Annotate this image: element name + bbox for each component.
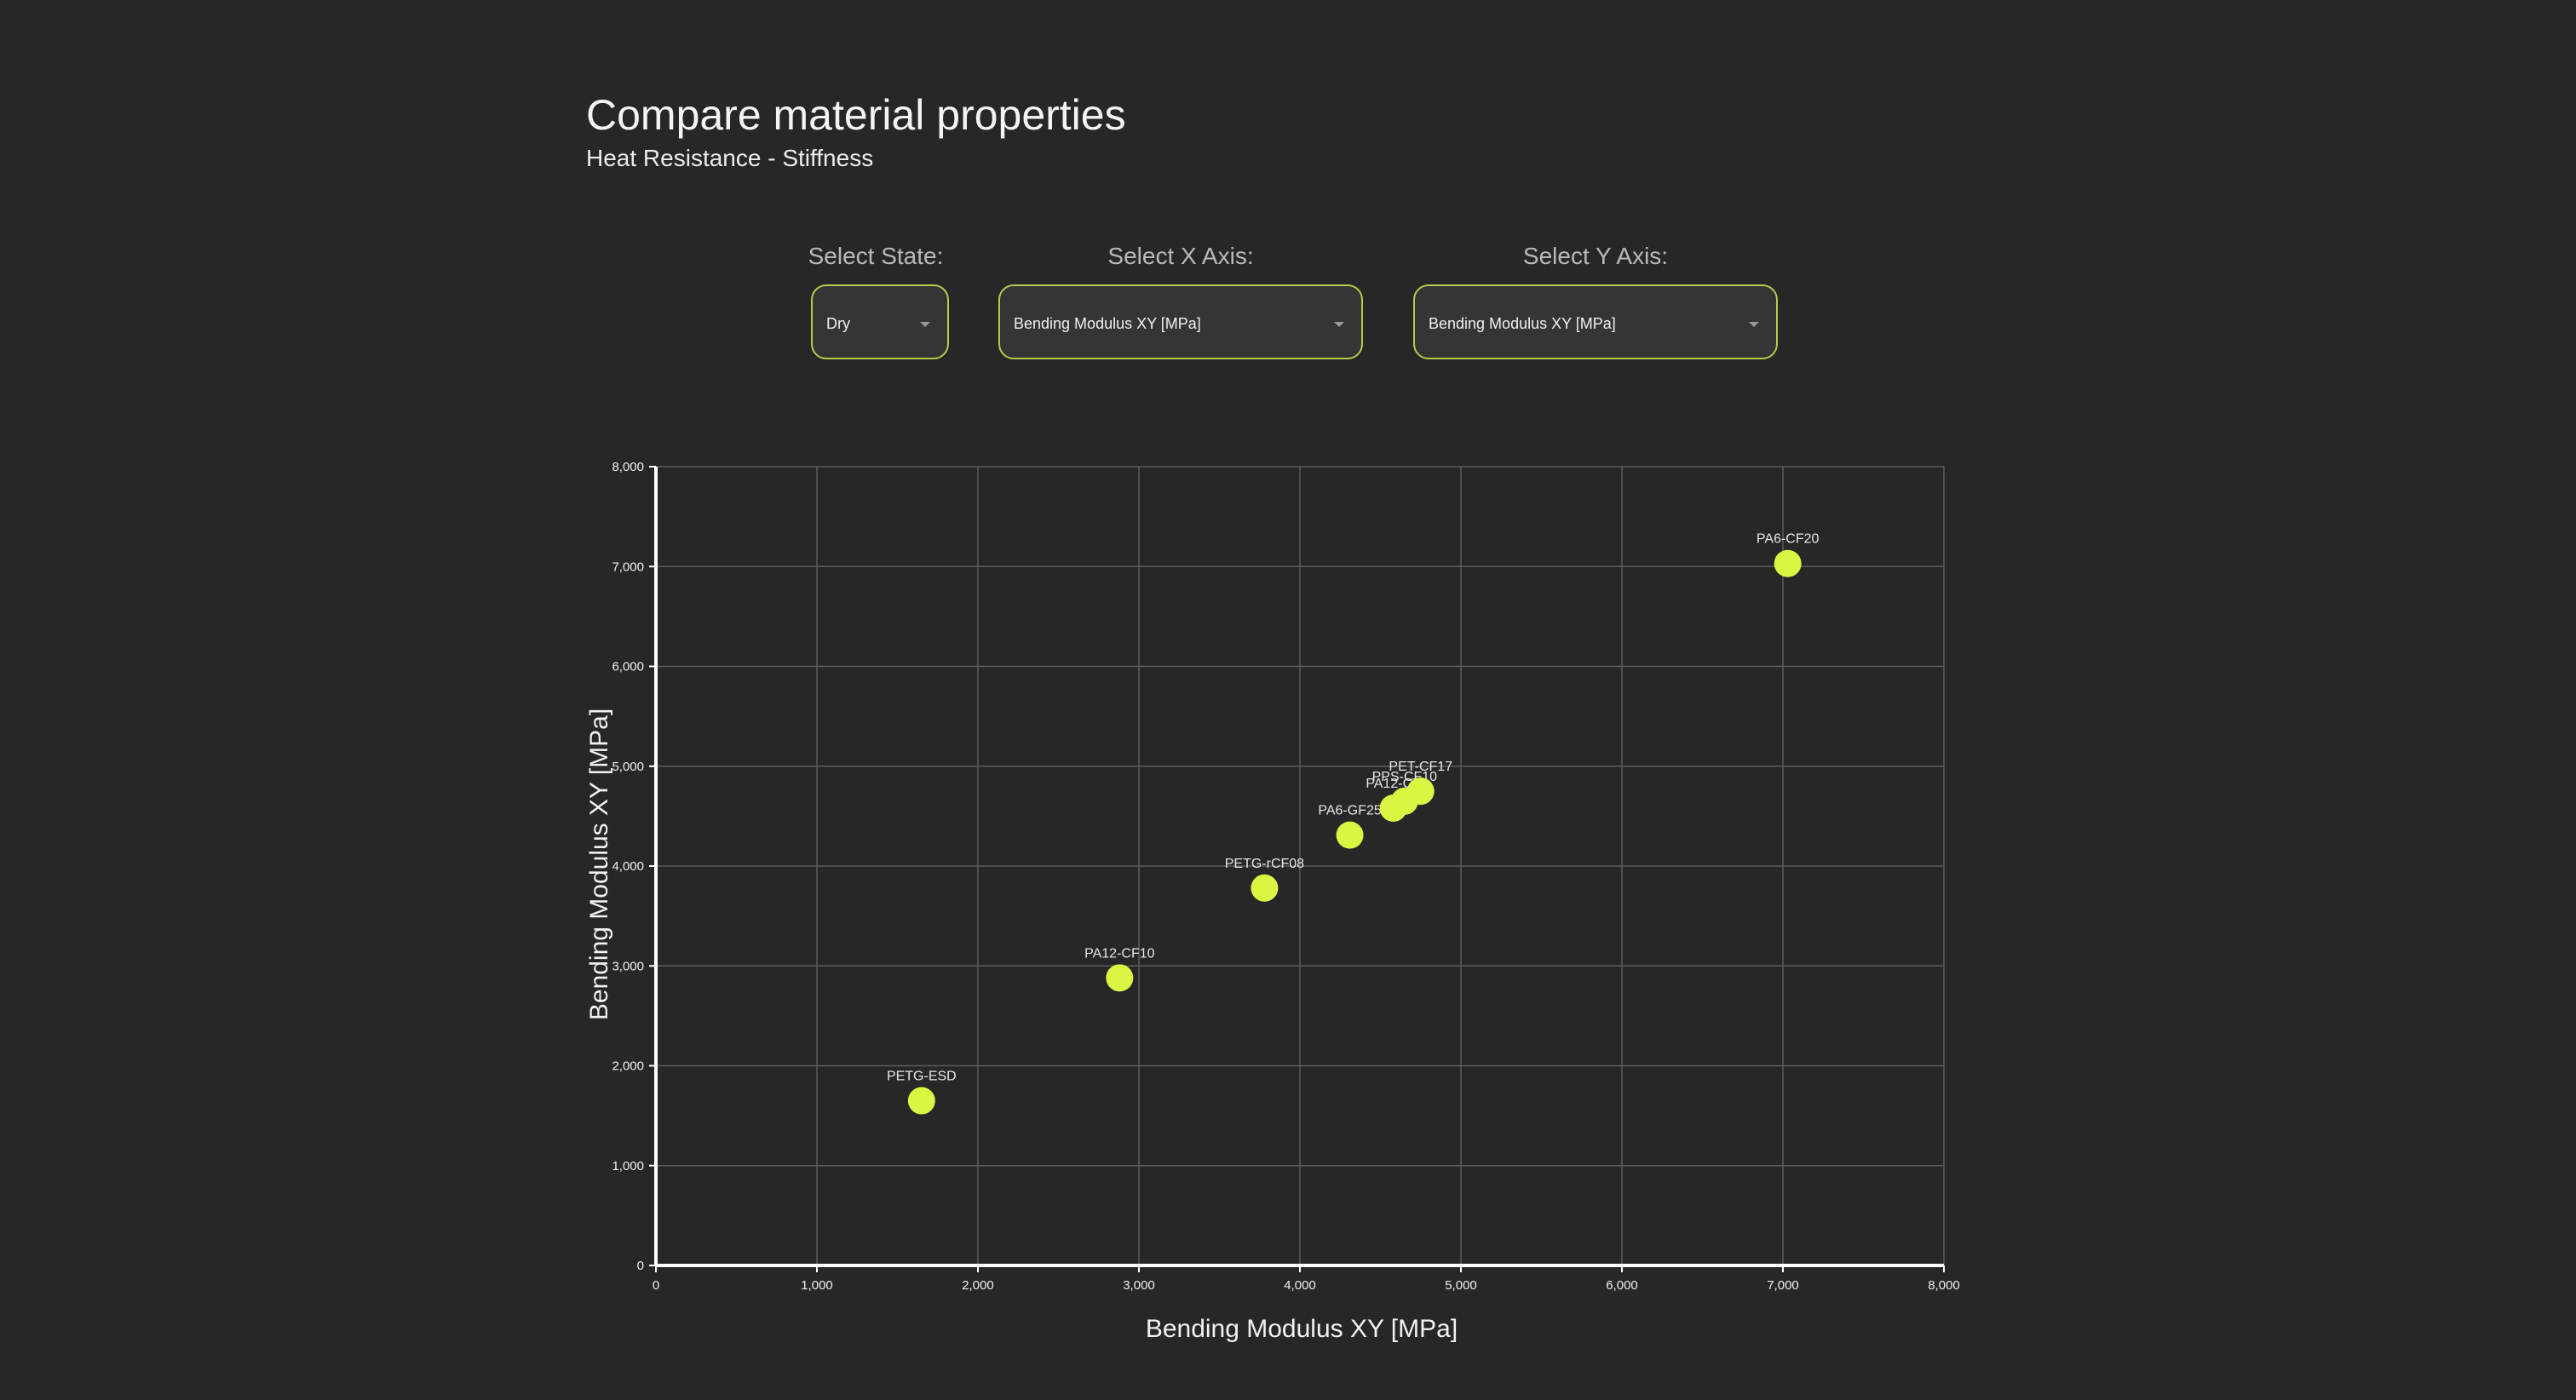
axes: 0 1,000 2,000 3,000 4,000 5,000 6,000 7,000 8,00… [612, 460, 1959, 1293]
y-tick-label: 4,000 [612, 859, 644, 874]
scatter-point-group[interactable]: PETG-ESD [887, 1070, 957, 1115]
scatter-point[interactable] [1251, 874, 1279, 902]
point-label: PETG-rCF08 [1225, 857, 1304, 871]
state-select[interactable]: Dry [811, 284, 949, 359]
chevron-down-icon [1749, 322, 1759, 327]
scatter-point[interactable] [1406, 777, 1435, 806]
scatter-point[interactable] [907, 1087, 935, 1115]
scatter-point-group[interactable]: PA6-GF25 [1318, 804, 1382, 849]
x-axis-label: Select X Axis: [1107, 243, 1254, 269]
y-axis-title: Bending Modulus XY [MPa] [585, 709, 613, 1020]
grid [655, 466, 1945, 1266]
x-tick-label: 5,000 [1445, 1278, 1477, 1293]
chevron-down-icon [920, 322, 930, 327]
x-tick-label: 8,000 [1928, 1278, 1960, 1293]
y-axis-select-value: Bending Modulus XY [MPa] [1429, 315, 1616, 332]
y-axis-control: Select Y Axis: Bending Modulus XY [MPa] [1413, 240, 1778, 359]
point-label: PA6-CF20 [1757, 532, 1820, 547]
x-tick-label: 6,000 [1606, 1278, 1638, 1293]
y-axis-label: Select Y Axis: [1522, 243, 1669, 269]
x-tick-label: 4,000 [1284, 1278, 1316, 1293]
x-tick-label: 3,000 [1123, 1278, 1155, 1293]
point-label: PETG-ESD [887, 1070, 957, 1084]
point-label: PA6-GF25 [1318, 804, 1382, 818]
x-tick-label: 2,000 [962, 1278, 994, 1293]
chevron-down-icon [1334, 322, 1344, 327]
scatter-point-group[interactable]: PA12-CF10 [1084, 946, 1155, 992]
scatter-point-group[interactable]: PA6-CF20 [1757, 532, 1820, 577]
scatter-point[interactable] [1106, 964, 1134, 992]
state-control: Select State: Dry [804, 240, 949, 359]
scatter-point[interactable] [1336, 821, 1364, 849]
scatter-point-group[interactable]: PET-CF17 [1389, 760, 1452, 806]
page-subtitle: Heat Resistance - Stiffness [586, 145, 874, 171]
data-points: PETG-ESD PA12-CF10 PETG-rCF08 PA6-GF25 PA12-… [887, 532, 1820, 1115]
y-tick-label: 1,000 [612, 1159, 644, 1173]
state-select-value: Dry [826, 315, 850, 332]
x-axis-title: Bending Modulus XY [MPa] [1146, 1315, 1458, 1343]
y-tick-label: 3,000 [612, 959, 644, 973]
scatter-point-group[interactable]: PETG-rCF08 [1225, 857, 1304, 902]
x-tick-label: 7,000 [1767, 1278, 1799, 1293]
x-axis-select-value: Bending Modulus XY [MPa] [1014, 315, 1201, 332]
point-label: PA12-CF [1366, 777, 1421, 791]
scatter-point[interactable] [1774, 549, 1802, 577]
y-tick-label: 2,000 [612, 1059, 644, 1074]
x-axis-control: Select X Axis: Bending Modulus XY [MPa] [998, 240, 1363, 359]
x-tick-label: 1,000 [801, 1278, 833, 1293]
y-tick-label: 6,000 [612, 660, 644, 674]
y-tick-label: 5,000 [612, 760, 644, 774]
y-tick-label: 8,000 [612, 460, 644, 474]
point-label: PET-CF17 [1389, 760, 1452, 774]
state-label: Select State: [808, 243, 944, 269]
y-tick-label: 0 [637, 1259, 644, 1273]
y-axis-select[interactable]: Bending Modulus XY [MPa] [1413, 284, 1778, 359]
point-label: PA12-CF10 [1084, 946, 1155, 961]
x-axis-select[interactable]: Bending Modulus XY [MPa] [998, 284, 1363, 359]
page-title: Compare material properties [586, 91, 1126, 139]
x-tick-label: 0 [653, 1278, 659, 1293]
y-tick-label: 7,000 [612, 559, 644, 574]
header: Compare material properties Heat Resista… [586, 89, 1126, 174]
